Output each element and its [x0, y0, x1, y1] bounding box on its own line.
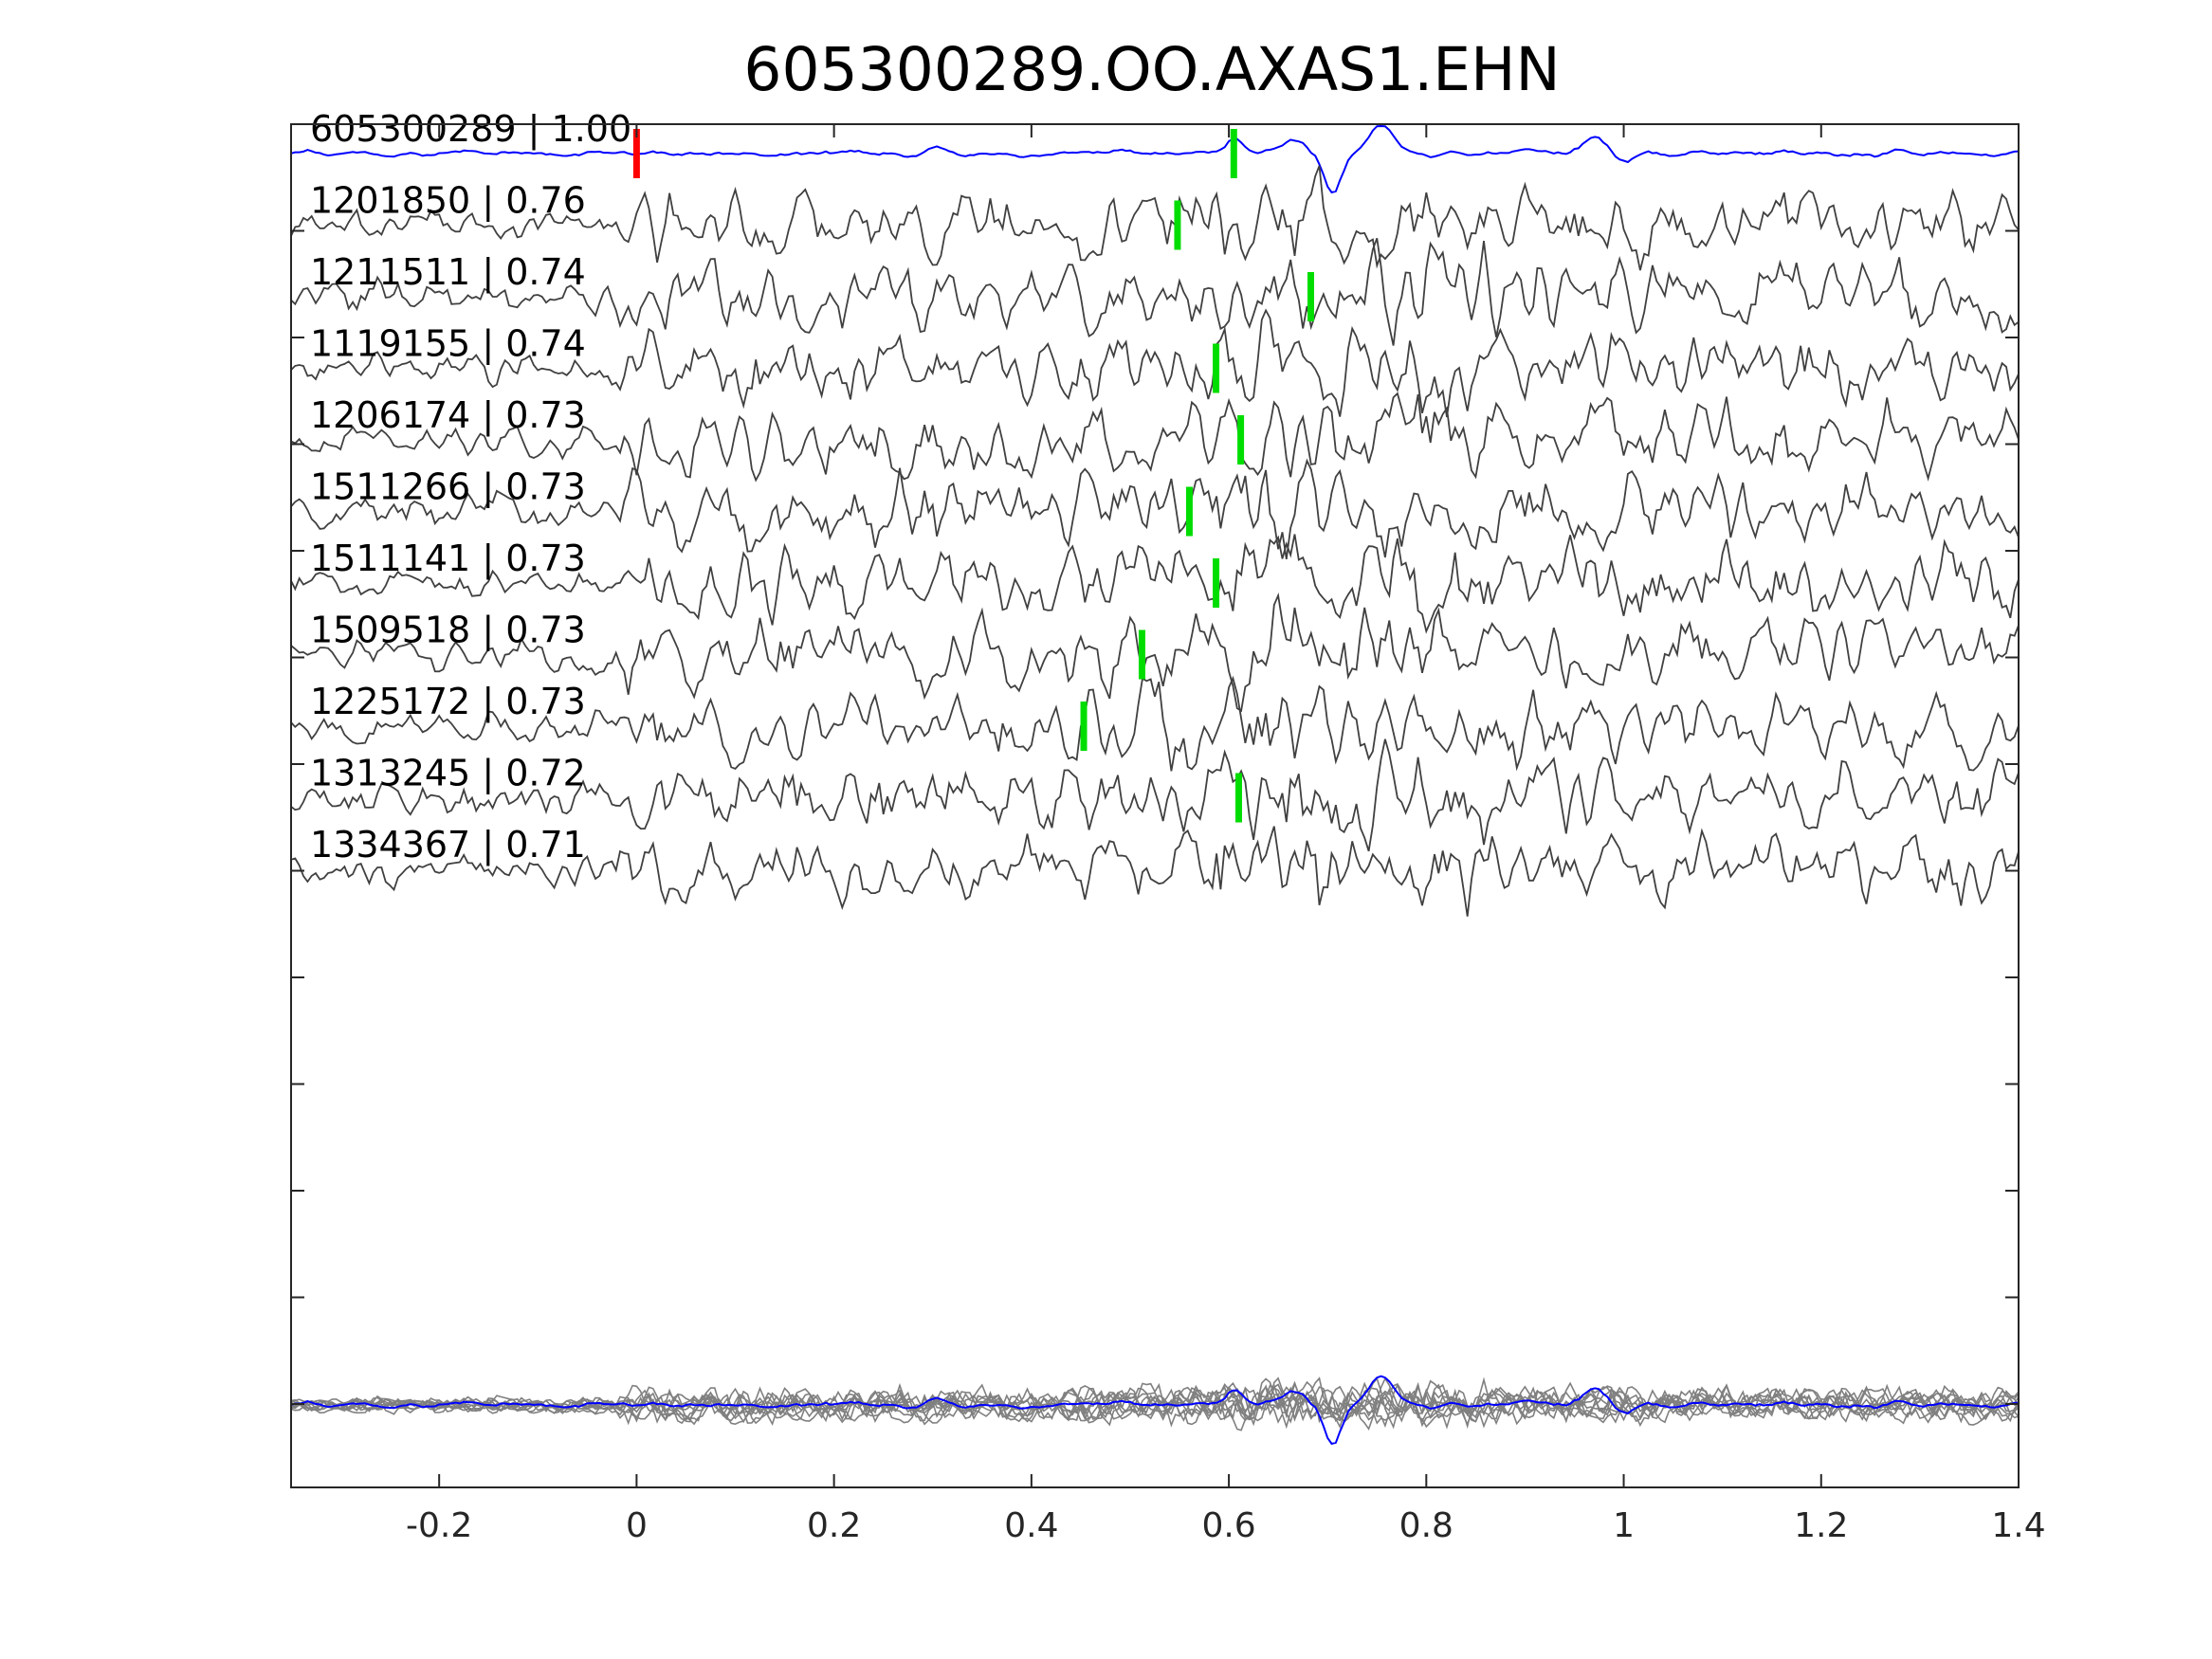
trace-line: [290, 237, 2020, 346]
trace-line: [290, 392, 2020, 483]
trace-label: 1201850 | 0.76: [310, 180, 586, 223]
x-tick-label: -0.2: [406, 1506, 472, 1545]
trace-line: [290, 458, 2020, 560]
x-tick-label: 0.8: [1399, 1506, 1453, 1545]
trace-label: 1119155 | 0.74: [310, 323, 586, 366]
trace-label: 1511141 | 0.73: [310, 538, 586, 580]
x-tick-label: 0.4: [1004, 1506, 1058, 1545]
trace-label: 1509518 | 0.73: [310, 610, 586, 652]
trace-line: [290, 165, 2020, 271]
x-tick-label: 0.6: [1201, 1506, 1255, 1545]
trace-line: [290, 592, 2020, 713]
trace-label: 605300289 | 1.00: [310, 108, 631, 151]
trace-labels: 605300289 | 1.00 1201850 | 0.76 1211511 | …: [310, 108, 631, 866]
trace-label: 1225172 | 0.73: [310, 681, 586, 723]
x-tick-label: 1.2: [1794, 1506, 1848, 1545]
picks-layer: [632, 129, 1315, 823]
stack-trace-line: [290, 1381, 2020, 1428]
trace-label: 1206174 | 0.73: [310, 394, 586, 437]
x-axis: -0.2 0 0.2 0.4 0.6 0.8 1 1.2 1.4: [291, 123, 2046, 1545]
plot-frame: [290, 123, 2020, 1488]
x-tick-label: 1.4: [1991, 1506, 2045, 1545]
trace-label: 1334367 | 0.71: [310, 824, 586, 866]
x-tick-label: 0: [626, 1506, 648, 1545]
stack-template-line: [290, 1375, 2020, 1446]
trace-line: [290, 675, 2020, 772]
template-trace: [290, 124, 2020, 194]
trace-label: 1211511 | 0.74: [310, 251, 586, 294]
trace-line: [290, 308, 2020, 418]
x-tick-label: 0.2: [807, 1506, 861, 1545]
trace-line: [290, 534, 2020, 634]
trace-label: 1313245 | 0.72: [310, 753, 586, 795]
trace-line: [290, 826, 2020, 917]
x-tick-label: 1: [1613, 1506, 1635, 1545]
traces-layer: [290, 124, 2020, 917]
chart-title: 605300289.OO.AXAS1.EHN: [743, 35, 1560, 104]
trace-line: [290, 738, 2020, 852]
stack-overlay: [290, 1375, 2020, 1446]
trace-label: 1511266 | 0.73: [310, 466, 586, 509]
